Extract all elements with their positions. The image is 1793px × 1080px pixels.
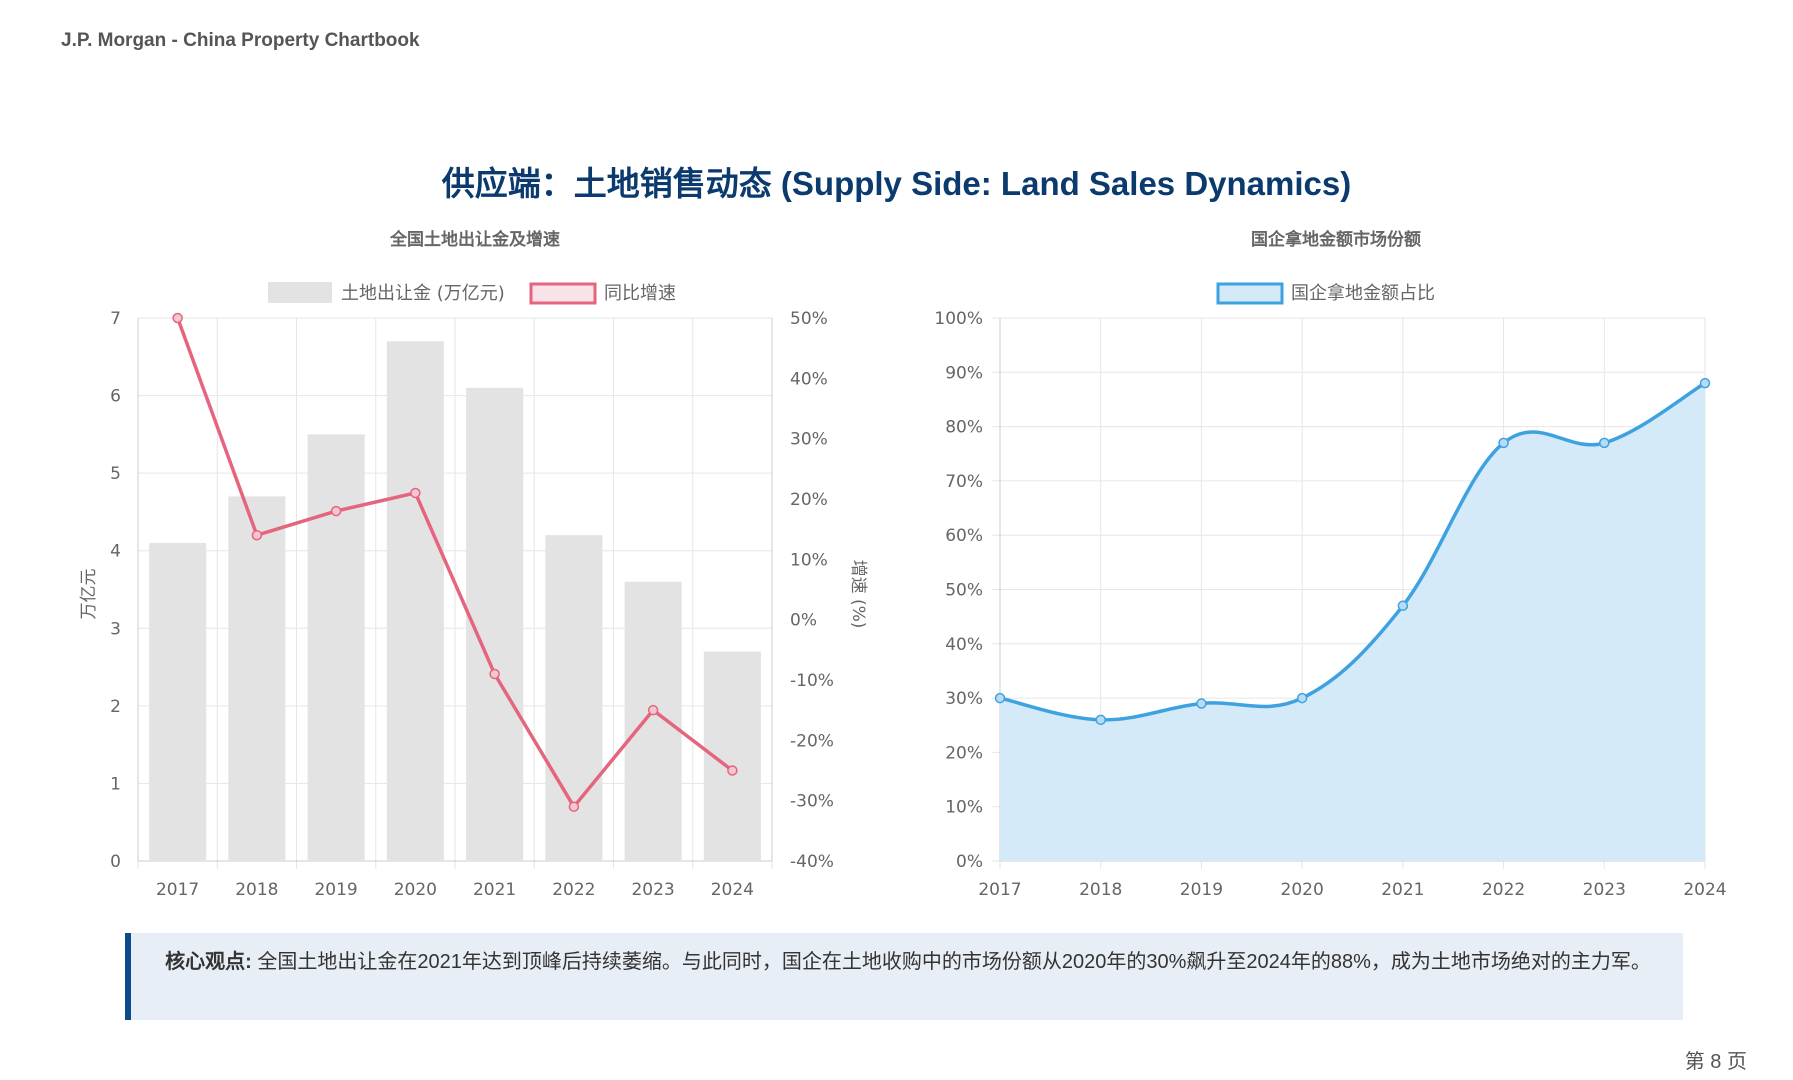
line-point: [172, 312, 183, 324]
bar: [466, 387, 524, 861]
y-tick-label: 60%: [945, 526, 983, 546]
y-tick-label: 4: [110, 542, 121, 562]
line-point: [647, 704, 659, 716]
callout-text: 全国土地出让金在2021年达到顶峰后持续萎缩。与此同时，国企在土地收购中的市场份…: [257, 951, 1651, 973]
x-tick-label: 2024: [711, 880, 754, 900]
y-tick-label: 6: [110, 387, 121, 407]
line-point: [1699, 377, 1711, 389]
x-tick-label: 2018: [235, 880, 278, 900]
bar: [386, 341, 444, 861]
line-point: [1196, 698, 1207, 709]
x-tick-label: 2017: [156, 880, 199, 900]
y-tick-label: 3: [110, 619, 121, 639]
legend-swatch-line: [529, 282, 597, 305]
line-point: [1095, 714, 1106, 726]
legend-label-line: 同比增速: [604, 283, 676, 304]
y-tick-label: 0: [110, 852, 121, 872]
y-tick-label: 20%: [945, 743, 983, 763]
share-line: [999, 381, 1706, 722]
chart-legend: 土地出让金 (万亿元) 同比增速: [268, 282, 676, 305]
line-point: [727, 765, 738, 776]
x-tick-label: 2019: [1180, 880, 1223, 900]
y-tick-label: 90%: [945, 363, 983, 383]
y-tick-label: 100%: [934, 309, 983, 329]
y-tick-label: 1: [110, 774, 121, 794]
y2-tick-label: -30%: [790, 792, 834, 812]
y2-tick-label: -10%: [790, 671, 834, 691]
x-tick-label: 2021: [1381, 880, 1424, 900]
page-number: 第 8 页: [1684, 1051, 1747, 1073]
report-header: J.P. Morgan - China Property Chartbook: [61, 30, 420, 51]
line-point: [1599, 437, 1610, 449]
bar: [545, 535, 603, 861]
x-tick-label: 2022: [552, 880, 595, 900]
line-point: [410, 487, 421, 499]
line-point: [330, 505, 342, 517]
y-tick-label: 10%: [945, 798, 983, 818]
area-fill: [1000, 383, 1705, 861]
y-tick-label: 5: [110, 464, 121, 484]
x-tick-label: 2024: [1683, 880, 1726, 900]
y2-tick-label: -20%: [790, 731, 834, 751]
x-tick-label: 2018: [1079, 880, 1122, 900]
y-tick-label: 50%: [945, 581, 983, 601]
y2-tick-label: 50%: [790, 309, 828, 329]
x-tick-label: 2023: [1583, 880, 1626, 900]
key-insight-callout: 核心观点: 全国土地出让金在2021年达到顶峰后持续萎缩。与此同时，国企在土地收…: [125, 933, 1683, 1020]
bar: [624, 581, 682, 861]
bar: [307, 434, 365, 861]
y-axis-label-right: 增速 (%): [848, 560, 868, 629]
y-tick-label: 40%: [945, 635, 983, 655]
legend-swatch-bar: [268, 282, 332, 303]
chart-title: 全国土地出让金及增速: [389, 229, 560, 250]
legend-label-bar: 土地出让金 (万亿元): [341, 283, 505, 304]
callout-label: 核心观点:: [165, 951, 252, 973]
y-tick-label: 30%: [945, 689, 983, 709]
y2-tick-label: 20%: [790, 490, 828, 510]
legend-swatch-area: [1216, 282, 1284, 305]
line-point: [1296, 692, 1308, 704]
y2-tick-label: -40%: [790, 852, 834, 872]
x-tick-label: 2023: [631, 880, 674, 900]
y-tick-label: 0%: [956, 852, 983, 872]
line-point: [251, 529, 263, 541]
y2-tick-label: 30%: [790, 430, 828, 450]
y2-tick-label: 0%: [790, 611, 817, 631]
x-tick-label: 2022: [1482, 880, 1525, 900]
x-tick-label: 2017: [978, 880, 1021, 900]
x-tick-label: 2019: [314, 880, 357, 900]
line-point: [568, 801, 580, 812]
bar: [149, 542, 207, 861]
chart-legend: 国企拿地金额占比: [1216, 282, 1435, 305]
line-point: [994, 692, 1006, 704]
y-tick-label: 70%: [945, 472, 983, 492]
soe-share-chart: 国企拿地金额市场份额 国企拿地金额占比 0% 10% 20% 30% 40% 50% 60%…: [934, 229, 1726, 900]
page-title: 供应端：土地销售动态 (Supply Side: Land Sales Dyna…: [441, 165, 1352, 202]
line-point: [489, 668, 500, 680]
x-tick-label: 2021: [473, 880, 516, 900]
y2-tick-label: 10%: [790, 550, 828, 570]
y-tick-label: 2: [110, 697, 121, 717]
y-axis-label-left: 万亿元: [79, 569, 99, 620]
line-point: [1498, 437, 1509, 449]
growth-line: [175, 317, 734, 809]
bar: [228, 496, 286, 861]
legend-label-area: 国企拿地金额占比: [1291, 282, 1435, 304]
line-point: [1397, 600, 1409, 612]
y-tick-label: 80%: [945, 418, 983, 438]
x-tick-label: 2020: [1281, 880, 1324, 900]
x-tick-label: 2020: [394, 880, 437, 900]
y2-tick-label: 40%: [790, 369, 828, 389]
land-sales-chart: 全国土地出让金及增速 土地出让金 (万亿元) 同比增速 万亿元 增速 (%) 0…: [79, 229, 868, 900]
y-tick-label: 7: [110, 309, 121, 329]
chart-title: 国企拿地金额市场份额: [1251, 229, 1421, 250]
